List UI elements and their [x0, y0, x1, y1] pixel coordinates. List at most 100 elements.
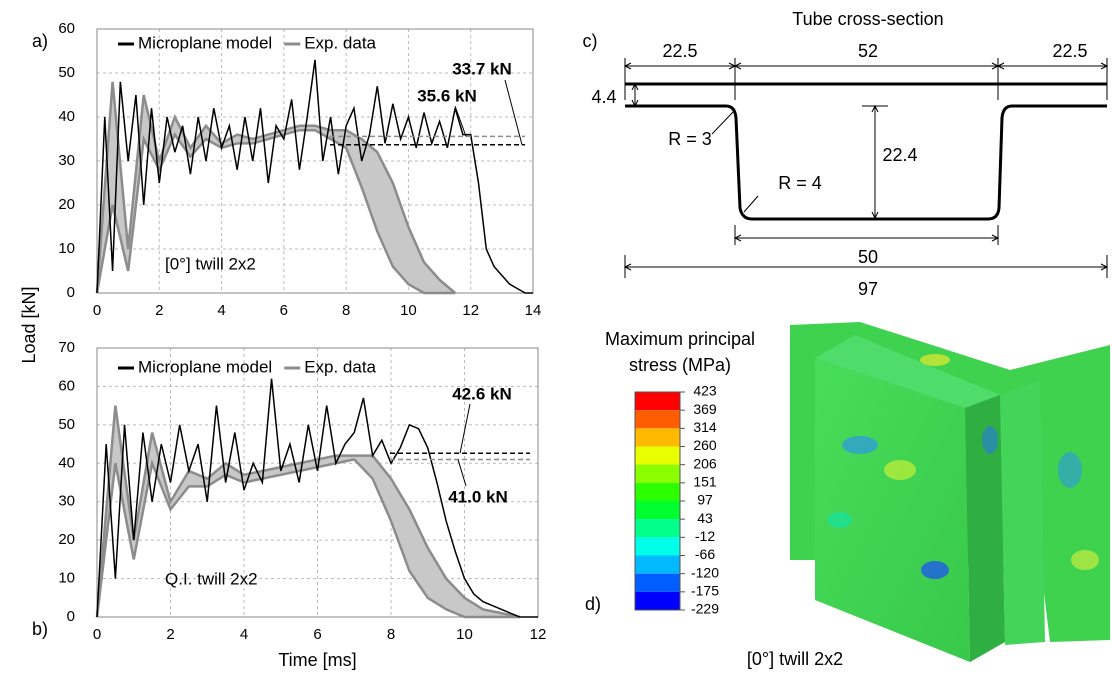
dimension-label: 22.4	[882, 145, 917, 165]
colorbar-label: 151	[693, 474, 717, 490]
dimension-label: 4.4	[591, 87, 616, 107]
y-tick-label: 50	[58, 416, 75, 433]
y-tick-label: 40	[58, 108, 75, 125]
y-tick-label: 50	[58, 64, 75, 81]
x-tick-label: 8	[387, 626, 395, 643]
legend-label: Exp. data	[304, 357, 376, 376]
x-tick-label: 8	[342, 302, 350, 319]
y-tick-label: 20	[58, 196, 75, 213]
colorbar-label: 97	[697, 492, 713, 508]
x-tick-label: 6	[313, 626, 321, 643]
colorbar-label: -12	[695, 528, 715, 544]
y-tick-label: 30	[58, 493, 75, 510]
colorbar-segment	[635, 428, 680, 447]
legend-label: Microplane model	[138, 357, 272, 376]
x-tick-label: 14	[525, 302, 542, 319]
x-axis-label: Time [ms]	[278, 650, 356, 670]
reference-arrow	[457, 459, 467, 487]
y-tick-label: 0	[67, 284, 75, 301]
colorbar-segment	[635, 555, 680, 574]
plot-frame	[96, 347, 539, 618]
colorbar-label: -120	[691, 564, 719, 580]
panel-label: a)	[32, 31, 48, 51]
colorbar-label: -66	[695, 546, 715, 562]
reference-arrow	[459, 403, 471, 454]
y-tick-label: 10	[58, 570, 75, 587]
colorbar-label: -229	[691, 601, 719, 617]
series-line	[96, 59, 533, 294]
colorbar-segment	[635, 392, 680, 411]
colorbar-segment	[635, 410, 680, 429]
cross-section-diagram	[623, 58, 1109, 278]
stress-render	[790, 322, 1110, 662]
y-tick-label: 20	[58, 531, 75, 548]
colorbar-segment	[635, 519, 680, 538]
colorbar-segment	[635, 591, 680, 610]
series-line	[95, 81, 456, 294]
annotation: Q.I. twill 2x2	[165, 569, 258, 588]
x-tick-label: 10	[400, 302, 417, 319]
colorbar-label: -175	[691, 583, 719, 599]
colorbar-segment	[635, 501, 680, 520]
x-tick-label: 2	[166, 626, 174, 643]
band-fill	[97, 81, 456, 293]
colorbar-segment	[635, 446, 680, 465]
dimension-label: 22.5	[1052, 41, 1087, 61]
y-tick-label: 10	[58, 240, 75, 257]
colorbar-segment	[635, 537, 680, 556]
panel-label: c)	[583, 31, 598, 51]
y-tick-label: 30	[58, 152, 75, 169]
colorbar-segment	[635, 464, 680, 483]
dimension-label: R = 4	[778, 173, 822, 193]
x-tick-label: 12	[530, 626, 547, 643]
y-tick-label: 40	[58, 454, 75, 471]
cross-section-title: Tube cross-section	[792, 9, 943, 29]
reference-label: 41.0 kN	[448, 487, 508, 506]
dimension-label: 50	[858, 247, 878, 267]
annotation: [0°] twill 2x2	[165, 254, 256, 273]
colorbar-title: Maximum principal	[605, 329, 755, 349]
x-tick-label: 0	[93, 302, 101, 319]
band-fill	[97, 405, 520, 617]
x-tick-label: 12	[462, 302, 479, 319]
x-tick-label: 0	[93, 626, 101, 643]
reference-label: 35.6 kN	[417, 86, 477, 105]
colorbar-label: 314	[693, 419, 717, 435]
colorbar-label: 423	[693, 383, 717, 399]
y-tick-label: 60	[58, 20, 75, 37]
dimension-label: R = 3	[668, 129, 712, 149]
y-tick-label: 60	[58, 377, 75, 394]
panel-label: b)	[32, 619, 48, 639]
plot-frame	[96, 28, 534, 294]
legend-label: Microplane model	[138, 33, 272, 52]
panel-label: d)	[585, 594, 601, 614]
colorbar-label: 260	[693, 437, 717, 453]
colorbar-label: 369	[693, 401, 717, 417]
x-tick-label: 4	[240, 626, 248, 643]
colorbar-label: 43	[697, 510, 713, 526]
x-tick-label: 10	[456, 626, 473, 643]
colorbar-label: 206	[693, 455, 717, 471]
series-line	[95, 458, 520, 619]
x-tick-label: 4	[217, 302, 225, 319]
caption: [0°] twill 2x2	[747, 649, 843, 669]
reference-arrow	[454, 105, 467, 137]
legend-label: Exp. data	[304, 33, 376, 52]
reference-arrow	[504, 79, 523, 145]
y-tick-label: 70	[58, 339, 75, 356]
series-line	[96, 378, 538, 618]
colorbar-segment	[635, 573, 680, 592]
dimension-label: 97	[858, 279, 878, 299]
reference-label: 42.6 kN	[452, 384, 512, 403]
dimension-label: 52	[858, 41, 878, 61]
colorbar-segment	[635, 482, 680, 501]
dimension-label: 22.5	[662, 41, 697, 61]
reference-label: 33.7 kN	[452, 59, 512, 78]
x-tick-label: 2	[155, 302, 163, 319]
y-axis-label: Load [kN]	[19, 286, 39, 363]
series-line	[95, 405, 520, 619]
colorbar-title: stress (MPa)	[629, 355, 731, 375]
y-tick-label: 0	[67, 608, 75, 625]
x-tick-label: 6	[280, 302, 288, 319]
